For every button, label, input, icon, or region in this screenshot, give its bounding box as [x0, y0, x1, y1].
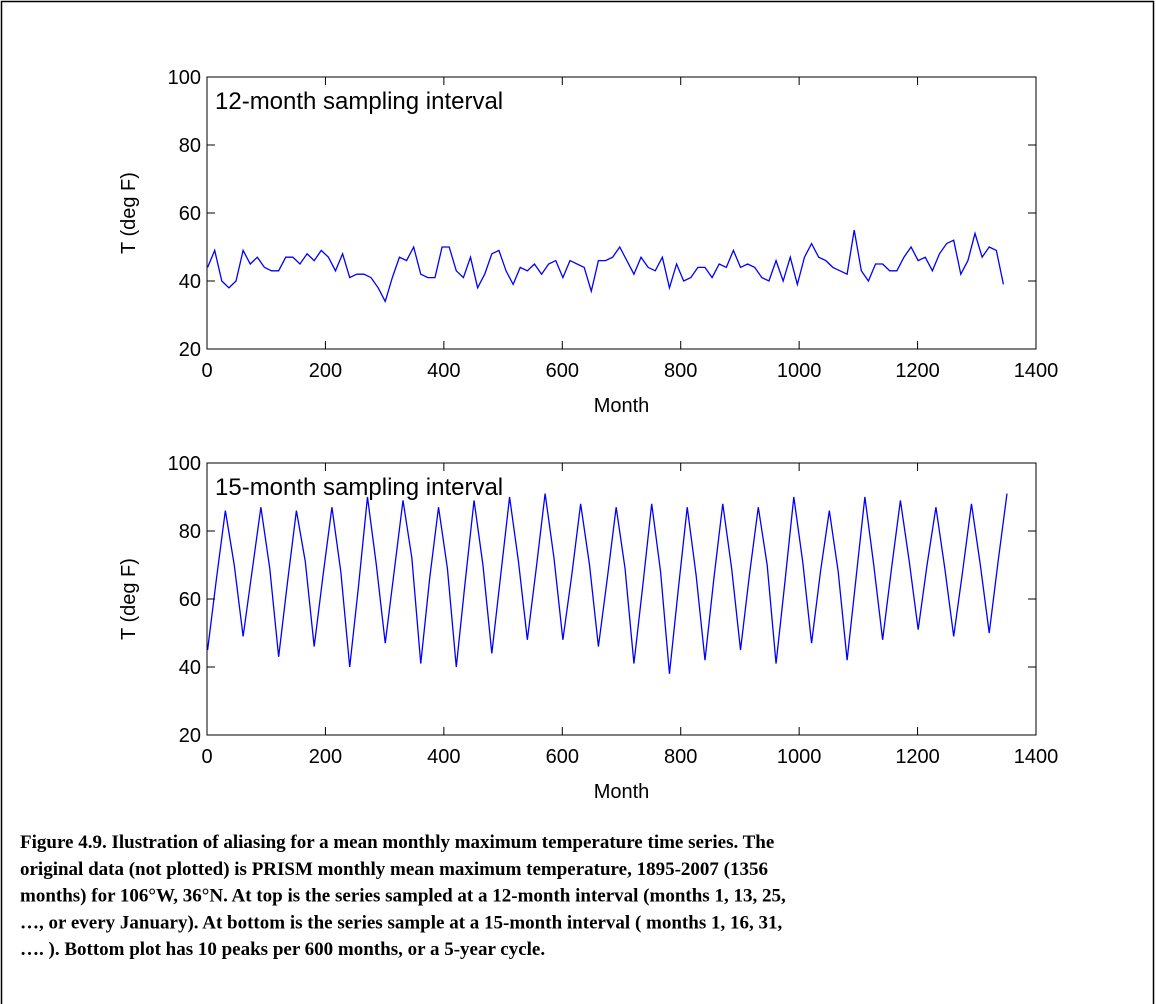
y-tick-label: 80	[179, 135, 201, 157]
y-tick-label: 100	[168, 67, 201, 89]
x-tick-label: 1200	[895, 746, 940, 768]
y-tick-label: 40	[179, 271, 201, 293]
x-tick-label: 600	[546, 360, 579, 382]
x-axis-label: Month	[594, 781, 650, 803]
x-tick-label: 0	[201, 360, 212, 382]
plot-annotation: 12-month sampling interval	[215, 88, 503, 115]
x-tick-label: 400	[427, 360, 460, 382]
y-tick-label: 80	[179, 521, 201, 543]
x-axis-label: Month	[594, 395, 650, 417]
x-tick-label: 0	[201, 746, 212, 768]
caption-line: …, or every January). At bottom is the s…	[20, 912, 782, 933]
y-axis-label: T (deg F)	[118, 558, 140, 640]
x-tick-label: 800	[664, 746, 697, 768]
y-tick-label: 100	[168, 453, 201, 475]
data-line	[206, 493, 1008, 674]
x-tick-label: 1000	[777, 746, 822, 768]
y-tick-label: 40	[179, 657, 201, 679]
axes-background	[207, 463, 1036, 735]
caption-line: original data (not plotted) is PRISM mon…	[20, 859, 768, 880]
y-tick-label: 60	[179, 589, 201, 611]
x-tick-label: 200	[309, 746, 342, 768]
plot-annotation: 15-month sampling interval	[215, 474, 503, 501]
data-line	[206, 229, 1005, 304]
caption-line: months) for 106°W, 36°N. At top is the s…	[20, 886, 786, 907]
caption-line: Figure 4.9. Ilustration of aliasing for …	[20, 832, 774, 853]
x-tick-label: 200	[309, 360, 342, 382]
x-tick-label: 800	[664, 360, 697, 382]
x-tick-label: 600	[546, 746, 579, 768]
x-tick-label: 1000	[777, 360, 822, 382]
x-tick-label: 1400	[1014, 746, 1059, 768]
x-tick-label: 1400	[1014, 360, 1059, 382]
caption-line: …. ). Bottom plot has 10 peaks per 600 m…	[20, 939, 545, 960]
x-tick-label: 1200	[895, 360, 940, 382]
axes-background	[207, 77, 1036, 349]
x-tick-label: 400	[427, 746, 460, 768]
y-tick-label: 20	[179, 339, 201, 361]
y-tick-label: 60	[179, 203, 201, 225]
y-tick-label: 20	[179, 725, 201, 747]
y-axis-label: T (deg F)	[118, 172, 140, 254]
